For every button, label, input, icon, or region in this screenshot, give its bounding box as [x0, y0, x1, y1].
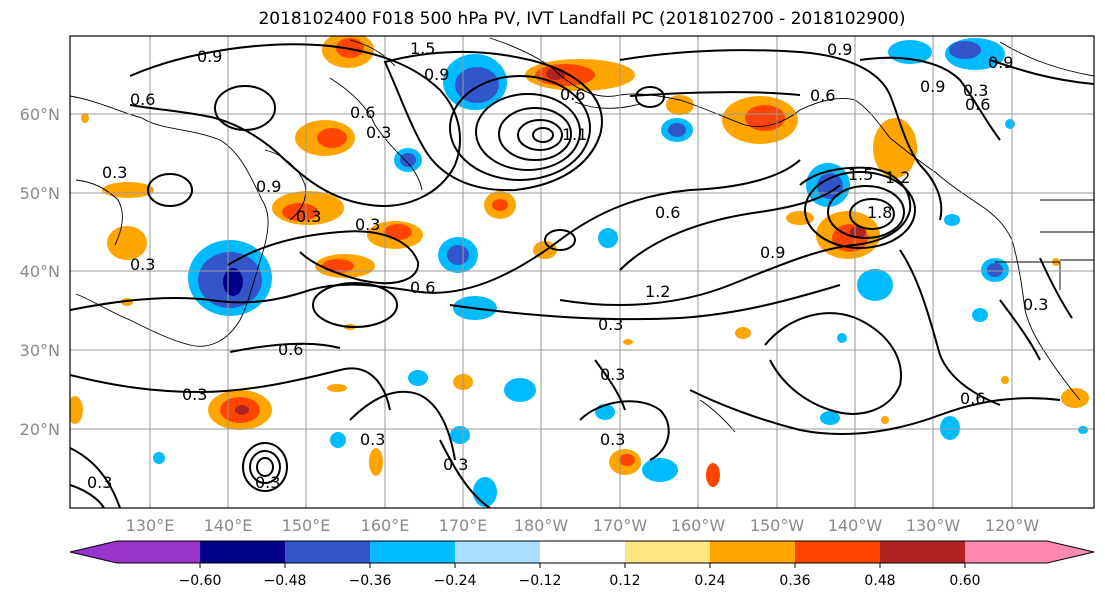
lon-label: 120°W [985, 516, 1040, 535]
colorbar-tick-label: −0.48 [264, 573, 307, 589]
contour-label: 0.3 [443, 455, 468, 474]
colorbar-extend-min [70, 541, 200, 563]
colorbar-segment [540, 541, 625, 563]
colorbar: −0.60 −0.48 −0.36 −0.24 −0.12 0.12 0.24 … [69, 540, 1095, 589]
lon-label: 140°W [828, 516, 883, 535]
contour-label: 1.5 [410, 39, 435, 58]
lon-label: 150°E [282, 516, 331, 535]
colorbar-tick-label: 0.12 [609, 573, 640, 589]
lon-label: 140°E [204, 516, 253, 535]
colorbar-tick-label: −0.24 [434, 573, 477, 589]
contour-label: 0.3 [1023, 295, 1048, 314]
contour-label: 0.3 [355, 215, 380, 234]
colorbar-extend-max [965, 541, 1094, 563]
lat-label: 30°N [20, 341, 60, 360]
contour-label: 0.3 [296, 207, 321, 226]
colorbar-segment [625, 541, 710, 563]
contour-label: 0.9 [920, 77, 945, 96]
lat-label: 50°N [20, 184, 60, 203]
contour-label: 0.6 [960, 389, 985, 408]
contour-label: 0.6 [130, 90, 155, 109]
contour-label: 0.3 [360, 430, 385, 449]
anomaly-shading [70, 36, 1089, 507]
pv-contours [70, 43, 1094, 508]
lon-label: 150°W [750, 516, 805, 535]
colorbar-segment [455, 541, 540, 563]
colorbar-segment [200, 541, 285, 563]
lon-label: 180°W [514, 516, 569, 535]
lat-label: 60°N [20, 105, 60, 124]
contour-label: 0.3 [255, 473, 280, 492]
contour-label: 0.3 [600, 430, 625, 449]
colorbar-tick-label: 0.60 [949, 573, 980, 589]
colorbar-tick-label: −0.60 [179, 573, 222, 589]
graticule [70, 36, 1094, 508]
contour-label: 0.3 [130, 255, 155, 274]
contour-label: 0.3 [600, 365, 625, 384]
colorbar-segment [285, 541, 370, 563]
lat-label: 20°N [20, 420, 60, 439]
contour-label: 0.3 [963, 81, 988, 100]
contour-label: 0.6 [810, 86, 835, 105]
contour-label: 0.9 [197, 47, 222, 66]
contour-label: 0.9 [760, 243, 785, 262]
contour-label: 1.2 [885, 168, 910, 187]
colorbar-tick-label: 0.24 [694, 573, 725, 589]
contour-label: 0.9 [424, 65, 449, 84]
contour-label: 1.5 [848, 165, 873, 184]
map-panel: 0.9 1.5 0.9 0.6 1.1 0.9 0.9 0.6 0.9 0.6 … [69, 35, 1095, 509]
colorbar-tick-label: −0.36 [349, 573, 392, 589]
contour-label: 0.6 [278, 340, 303, 359]
contour-label: 0.6 [410, 278, 435, 297]
contour-label: 1.2 [645, 282, 670, 301]
colorbar-segment [880, 541, 965, 563]
contour-label: 1.1 [562, 125, 587, 144]
lat-labels: 60°N 50°N 40°N 30°N 20°N [20, 105, 60, 439]
contour-label: 0.9 [827, 40, 852, 59]
lon-label: 130°W [906, 516, 961, 535]
contour-label: 0.6 [560, 85, 585, 104]
lon-labels: 130°E 140°E 150°E 160°E 170°E 180°W 170°… [126, 516, 1040, 535]
contour-label: 0.3 [87, 473, 112, 492]
contour-label: 0.3 [366, 123, 391, 142]
colorbar-tick-label: −0.12 [519, 573, 562, 589]
contour-label: 0.3 [598, 315, 623, 334]
colorbar-segment [795, 541, 880, 563]
lon-label: 130°E [126, 516, 175, 535]
contour-label: 1.8 [867, 203, 892, 222]
colorbar-ticks: −0.60 −0.48 −0.36 −0.24 −0.12 0.12 0.24 … [179, 563, 981, 589]
coastlines [70, 37, 1094, 433]
colorbar-segment [370, 541, 455, 563]
colorbar-outline [69, 540, 1095, 564]
contour-label: 0.3 [182, 385, 207, 404]
contour-label: 0.6 [655, 203, 680, 222]
contour-label: 0.6 [965, 95, 990, 114]
lat-label: 40°N [20, 262, 60, 281]
colorbar-segment [710, 541, 795, 563]
lon-label: 160°E [361, 516, 410, 535]
contour-label: 0.6 [350, 103, 375, 122]
contour-labels: 0.9 1.5 0.9 0.6 1.1 0.9 0.9 0.6 0.9 0.6 … [87, 39, 1048, 492]
map-frame [69, 35, 1095, 509]
contour-label: 0.9 [988, 53, 1013, 72]
contour-label: 0.9 [256, 177, 281, 196]
lon-label: 170°E [439, 516, 488, 535]
contour-label: 0.3 [102, 163, 127, 182]
colorbar-tick-label: 0.36 [779, 573, 810, 589]
colorbar-tick-label: 0.48 [864, 573, 895, 589]
figure-title: 2018102400 F018 500 hPa PV, IVT Landfall… [258, 9, 905, 29]
lon-label: 160°W [671, 516, 726, 535]
lon-label: 170°W [593, 516, 648, 535]
